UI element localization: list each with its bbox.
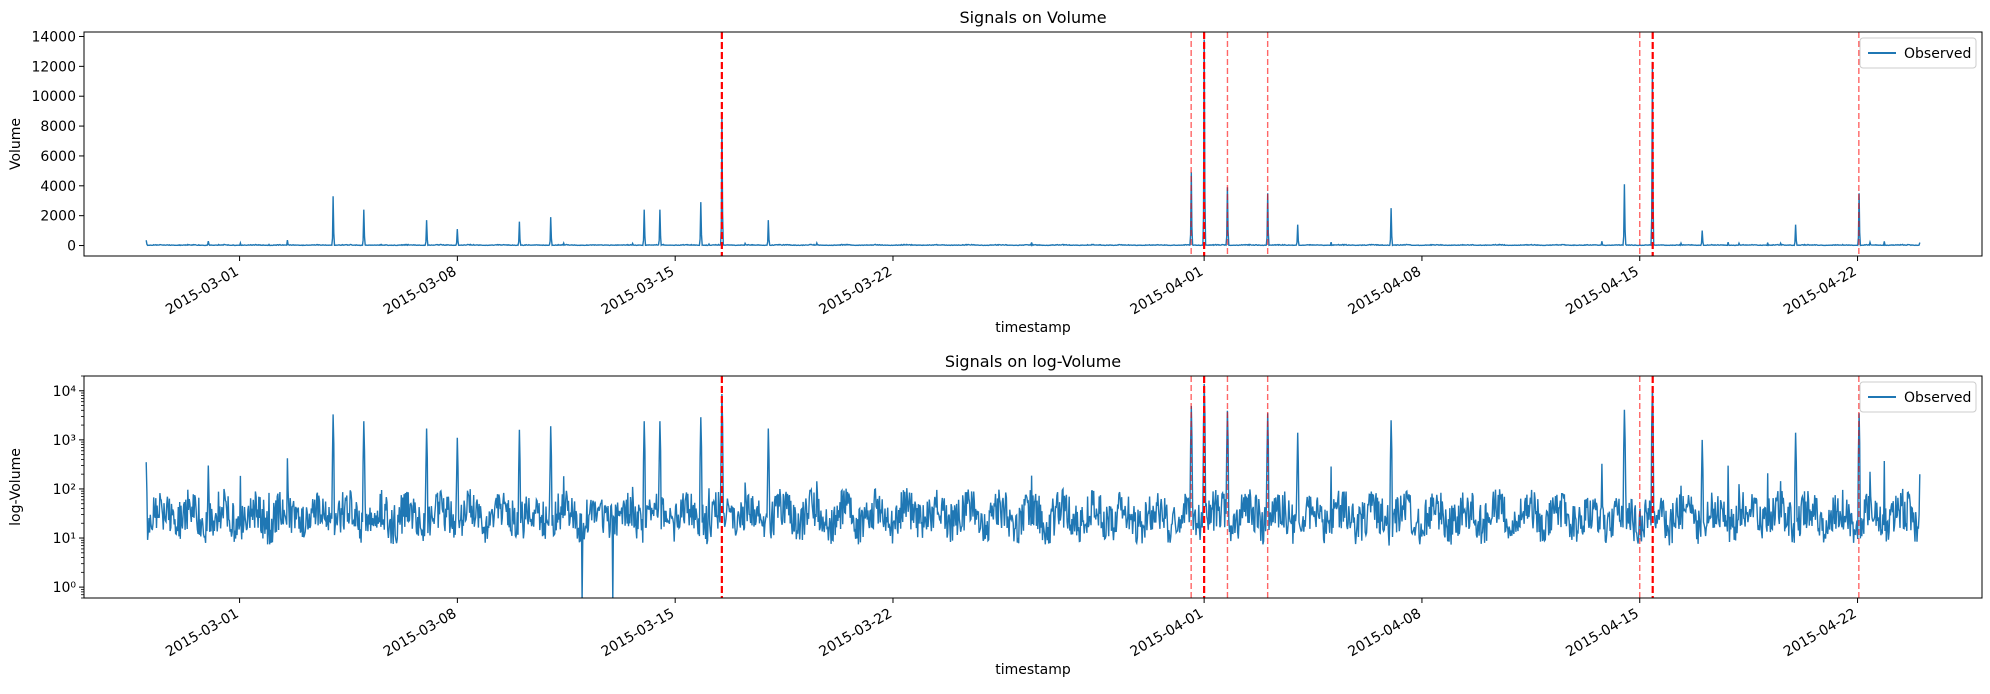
legend-box	[1859, 381, 1977, 413]
x-tick-label: 2015-04-15	[1563, 264, 1641, 319]
series-line-observed	[145, 383, 1921, 598]
legend-box	[1859, 37, 1977, 69]
plot-frame	[83, 31, 1983, 257]
x-tick-label: 2015-04-22	[1781, 606, 1859, 661]
y-axis-label: log-Volume	[8, 448, 24, 526]
y-tick-label: 10⁴	[53, 384, 77, 400]
x-tick-label: 2015-04-08	[1345, 606, 1423, 661]
legend: Observed	[1859, 381, 1977, 413]
x-tick-label: 2015-03-22	[817, 606, 895, 661]
x-tick-label: 2015-04-01	[1128, 606, 1206, 661]
y-tick-label: 4000	[40, 179, 76, 195]
legend-label-observed: Observed	[1904, 390, 1971, 406]
x-tick-label: 2015-03-15	[599, 264, 677, 319]
x-tick-label: 2015-03-08	[381, 264, 459, 319]
x-axis-label: timestamp	[995, 662, 1071, 678]
chart-panel-1: Signals on Volume 0 2000 4000 6000 8000 10000 1…	[8, 8, 1983, 336]
series-line-observed	[145, 39, 1921, 247]
y-axis-label: Volume	[8, 118, 24, 170]
chart-title: Signals on log-Volume	[945, 352, 1121, 371]
x-tick-label: 2015-03-01	[163, 264, 241, 319]
x-axis-label: timestamp	[995, 320, 1071, 336]
y-tick-label: 2000	[40, 209, 76, 225]
x-tick-label: 2015-04-22	[1781, 264, 1859, 319]
x-tick-label: 2015-04-01	[1128, 264, 1206, 319]
legend: Observed	[1859, 37, 1977, 69]
y-tick-label: 8000	[40, 119, 76, 135]
x-tick-label: 2015-04-15	[1563, 606, 1641, 661]
y-tick-label: 6000	[40, 149, 76, 165]
y-tick-label: 12000	[31, 59, 76, 75]
y-tick-label: 10000	[31, 89, 76, 105]
y-tick-label: 10¹	[53, 531, 76, 547]
plot-frame	[83, 375, 1983, 599]
x-tick-label: 2015-03-22	[817, 264, 895, 319]
y-tick-label: 10²	[53, 482, 76, 498]
y-tick-label: 14000	[31, 29, 76, 45]
chart-panel-2: Signals on log-Volume 10⁰ 10¹ 10² 10³ 10⁴ 2015…	[8, 352, 1983, 678]
chart-title: Signals on Volume	[959, 8, 1106, 27]
x-tick-label: 2015-03-15	[599, 606, 677, 661]
y-tick-label: 0	[67, 239, 76, 255]
x-tick-label: 2015-03-08	[381, 606, 459, 661]
y-tick-label: 10⁰	[53, 580, 77, 596]
y-tick-label: 10³	[53, 433, 76, 449]
x-tick-label: 2015-04-08	[1345, 264, 1423, 319]
legend-label-observed: Observed	[1904, 46, 1971, 62]
x-tick-label: 2015-03-01	[163, 606, 241, 661]
